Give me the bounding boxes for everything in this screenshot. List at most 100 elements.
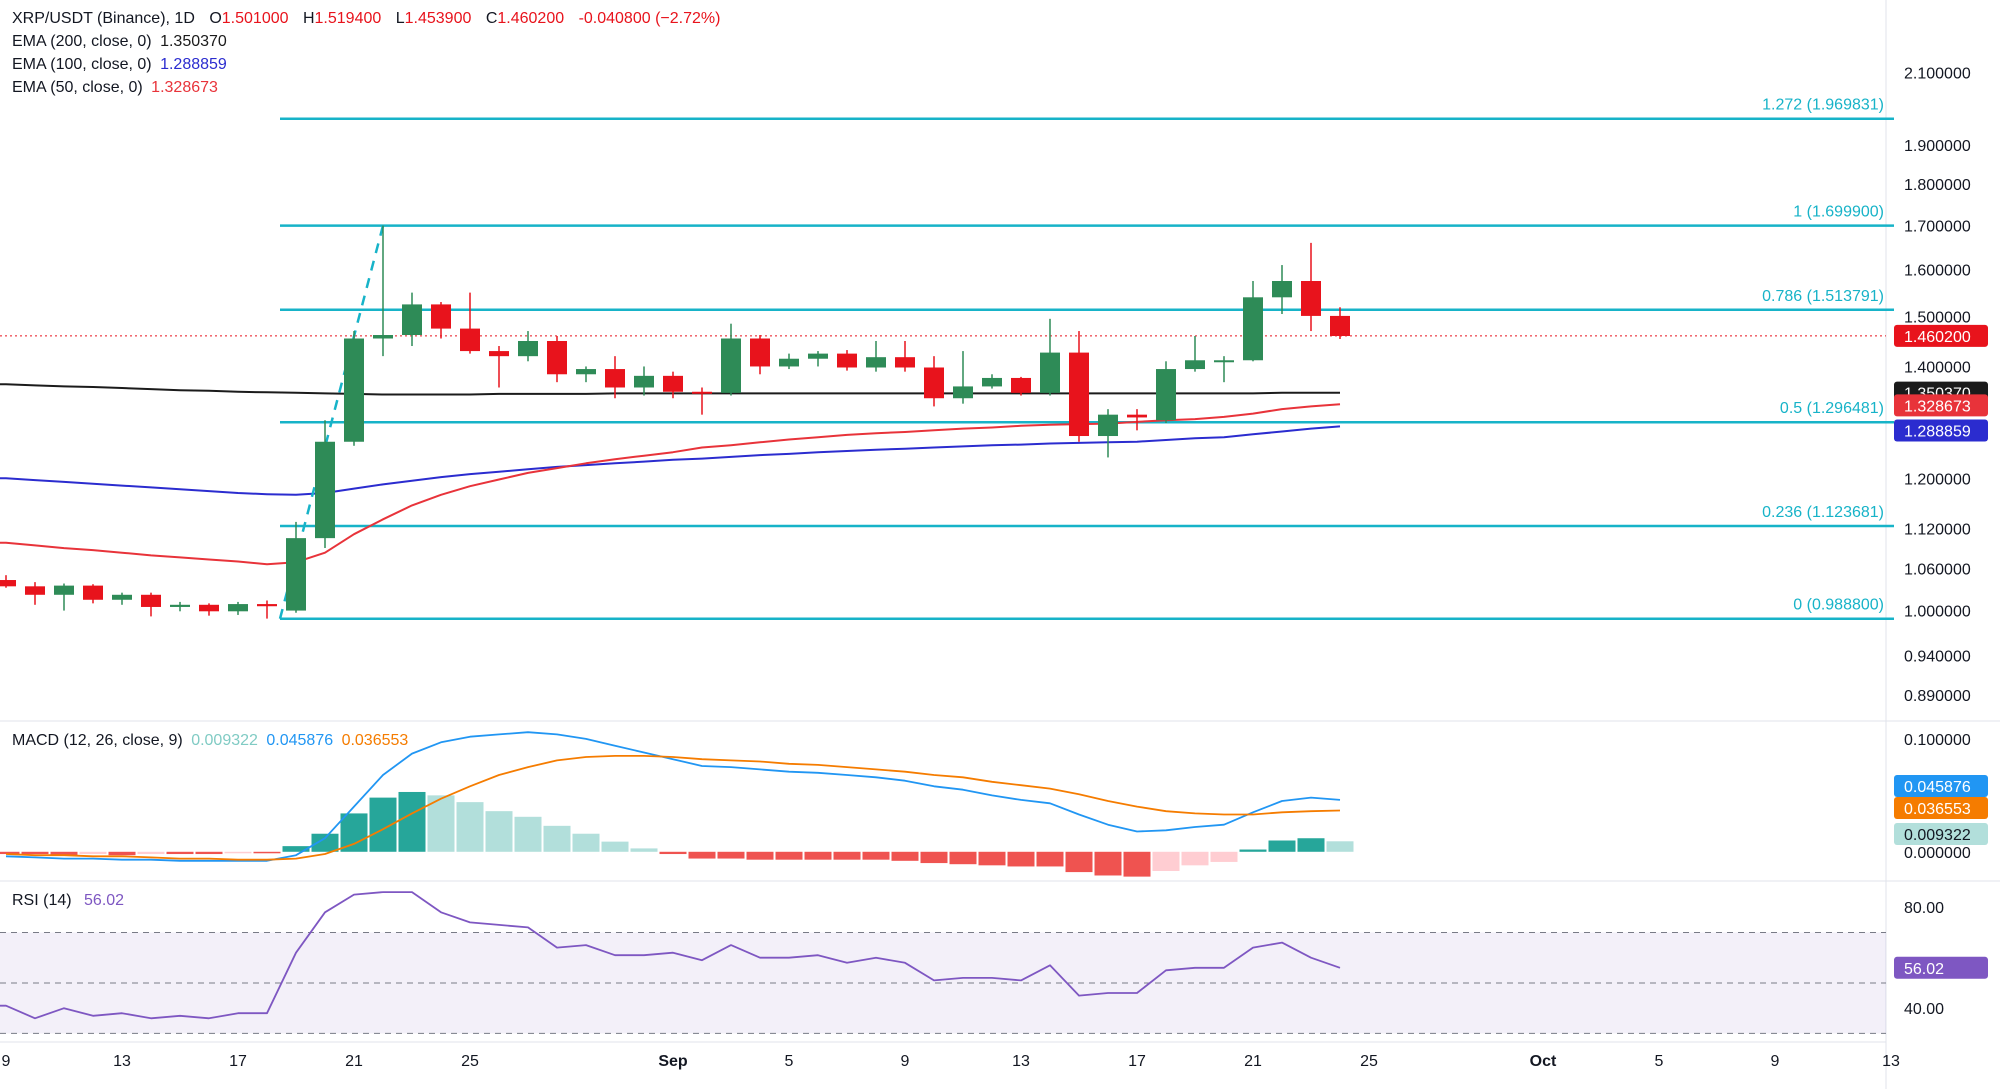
candle-aug-22[interactable] bbox=[373, 225, 393, 357]
ema100-line[interactable] bbox=[0, 425, 1341, 496]
candle-aug-31[interactable] bbox=[634, 366, 654, 396]
candle-sep-16[interactable] bbox=[1098, 409, 1118, 458]
candle-aug-16[interactable] bbox=[199, 603, 219, 616]
candle-sep-22[interactable] bbox=[1272, 265, 1292, 314]
candle-body bbox=[315, 441, 335, 539]
fib-trend-dashed-line[interactable] bbox=[278, 225, 385, 620]
candle-body bbox=[1330, 315, 1350, 337]
candle-sep-20[interactable] bbox=[1214, 356, 1234, 383]
macd-histogram-bar bbox=[195, 851, 223, 855]
candle-aug-30[interactable] bbox=[605, 356, 625, 399]
candle-sep-13[interactable] bbox=[1011, 376, 1031, 396]
candle-sep-8[interactable] bbox=[866, 340, 886, 372]
candle-body bbox=[1069, 352, 1089, 437]
price-tag-text: 1.328673 bbox=[1904, 398, 1971, 415]
macd-histogram-bar bbox=[862, 851, 890, 860]
macd-tag-signal[interactable]: 0.036553 bbox=[1894, 797, 1988, 819]
macd-tag-bg bbox=[1894, 797, 1988, 819]
rsi-tag[interactable]: 56.02 bbox=[1894, 956, 1988, 979]
candle-aug-15[interactable] bbox=[170, 601, 190, 612]
candle-sep-24[interactable] bbox=[1330, 307, 1350, 339]
symbol-legend[interactable]: XRP/USDT (Binance), 1D O1.501000 H1.5194… bbox=[12, 10, 724, 28]
candle-sep-14[interactable] bbox=[1040, 318, 1060, 396]
candle-sep-5[interactable] bbox=[779, 353, 799, 370]
macd-tag-macd[interactable]: 0.045876 bbox=[1894, 775, 1988, 797]
candle-sep-2[interactable] bbox=[692, 387, 712, 415]
price-tag-ema100[interactable]: 1.288859 bbox=[1894, 419, 1988, 442]
candle-sep-7[interactable] bbox=[837, 350, 857, 371]
macd-signal-line[interactable] bbox=[5, 755, 1341, 861]
candle-aug-28[interactable] bbox=[547, 336, 567, 383]
candle-aug-26[interactable] bbox=[489, 346, 509, 388]
candle-aug-14[interactable] bbox=[141, 592, 161, 617]
ema200-label: EMA (200, close, 0) bbox=[12, 33, 152, 50]
candlestick-series[interactable] bbox=[0, 225, 1350, 619]
macd-line[interactable] bbox=[5, 731, 1341, 862]
price-axis-tick: 0.940000 bbox=[1904, 648, 1971, 665]
candle-aug-24[interactable] bbox=[431, 302, 451, 339]
candle-sep-18[interactable] bbox=[1156, 361, 1176, 424]
rsi-legend[interactable]: RSI (14) 56.02 bbox=[12, 892, 128, 910]
rsi-line[interactable] bbox=[0, 891, 1341, 1020]
time-axis[interactable]: 9 13 17 21 25 Sep 5 9 13 17 21 25 Oct 5 9 13 bbox=[2, 1053, 1900, 1070]
change-value: -0.040800 (−2.72%) bbox=[578, 10, 721, 27]
macd-tag-text: 0.009322 bbox=[1904, 827, 1971, 844]
macd-histogram-bar bbox=[166, 851, 194, 855]
candle-sep-21[interactable] bbox=[1243, 281, 1263, 362]
candle-aug-25[interactable] bbox=[460, 292, 480, 354]
candle-aug-11[interactable] bbox=[54, 583, 74, 611]
price-tag-last[interactable]: 1.460200 bbox=[1894, 324, 1988, 347]
candle-aug-19[interactable] bbox=[286, 521, 306, 613]
ema200-line[interactable] bbox=[0, 383, 1340, 396]
macd-histogram-bar bbox=[717, 851, 745, 859]
fib-trend-line[interactable] bbox=[278, 225, 385, 620]
candle-sep-3[interactable] bbox=[721, 323, 741, 396]
fibonacci-retracement[interactable]: 1.272 (1.969831) 1 (1.699900) 0.786 (1.513… bbox=[280, 97, 1894, 620]
macd-tag-text: 0.036553 bbox=[1904, 801, 1971, 818]
macd-histogram-bar bbox=[79, 851, 107, 855]
macd-pane[interactable] bbox=[0, 731, 1354, 877]
symbol-title[interactable]: XRP/USDT (Binance), 1D bbox=[12, 10, 195, 27]
candle-body bbox=[866, 357, 886, 368]
candle-aug-29[interactable] bbox=[576, 366, 596, 383]
high-value: 1.519400 bbox=[314, 10, 382, 27]
candle-sep-19[interactable] bbox=[1185, 336, 1205, 372]
rsi-pane[interactable] bbox=[0, 891, 1341, 1020]
time-axis-label-13: 13 bbox=[113, 1053, 131, 1070]
candle-sep-17[interactable] bbox=[1127, 409, 1147, 431]
macd-hist-value: 0.009322 bbox=[191, 732, 258, 749]
macd-tag-histogram[interactable]: 0.009322 bbox=[1894, 823, 1988, 845]
price-axis[interactable]: 2.100000 1.900000 1.800000 1.700000 1.600000… bbox=[1894, 65, 1988, 1018]
candle-sep-9[interactable] bbox=[895, 340, 915, 372]
macd-histogram-bar bbox=[601, 841, 629, 852]
candle-aug-21[interactable] bbox=[344, 331, 364, 446]
candle-aug-13[interactable] bbox=[112, 592, 132, 605]
candle-sep-1[interactable] bbox=[663, 371, 683, 399]
candle-body bbox=[286, 538, 306, 611]
candle-sep-4[interactable] bbox=[750, 335, 770, 375]
candle-sep-10[interactable] bbox=[924, 356, 944, 407]
candle-aug-18[interactable] bbox=[257, 600, 277, 619]
candle-aug-27[interactable] bbox=[518, 331, 538, 362]
ema100-legend[interactable]: EMA (100, close, 0) 1.288859 bbox=[12, 56, 231, 74]
candle-sep-12[interactable] bbox=[982, 374, 1002, 389]
candle-sep-15[interactable] bbox=[1069, 331, 1089, 442]
ema200-legend[interactable]: EMA (200, close, 0) 1.350370 bbox=[12, 33, 231, 51]
price-tag-ema50[interactable]: 1.328673 bbox=[1894, 394, 1988, 417]
macd-histogram-bar bbox=[1239, 849, 1267, 852]
candle-body bbox=[634, 375, 654, 388]
candle-sep-6[interactable] bbox=[808, 351, 828, 367]
candle-body bbox=[1040, 352, 1060, 393]
ema50-legend[interactable]: EMA (50, close, 0) 1.328673 bbox=[12, 79, 222, 97]
macd-legend[interactable]: MACD (12, 26, close, 9) 0.009322 0.04587… bbox=[12, 732, 412, 750]
candle-aug-20[interactable] bbox=[315, 420, 335, 549]
candle-aug-12[interactable] bbox=[83, 584, 103, 604]
candle-aug-17[interactable] bbox=[228, 601, 248, 615]
candle-sep-11[interactable] bbox=[953, 351, 973, 404]
candle-aug-10[interactable] bbox=[25, 582, 45, 605]
candle-body bbox=[1272, 281, 1292, 298]
candle-aug-9[interactable] bbox=[0, 575, 16, 588]
candle-sep-23[interactable] bbox=[1301, 242, 1321, 332]
candle-aug-23[interactable] bbox=[402, 292, 422, 347]
macd-histogram-bar bbox=[920, 851, 948, 864]
